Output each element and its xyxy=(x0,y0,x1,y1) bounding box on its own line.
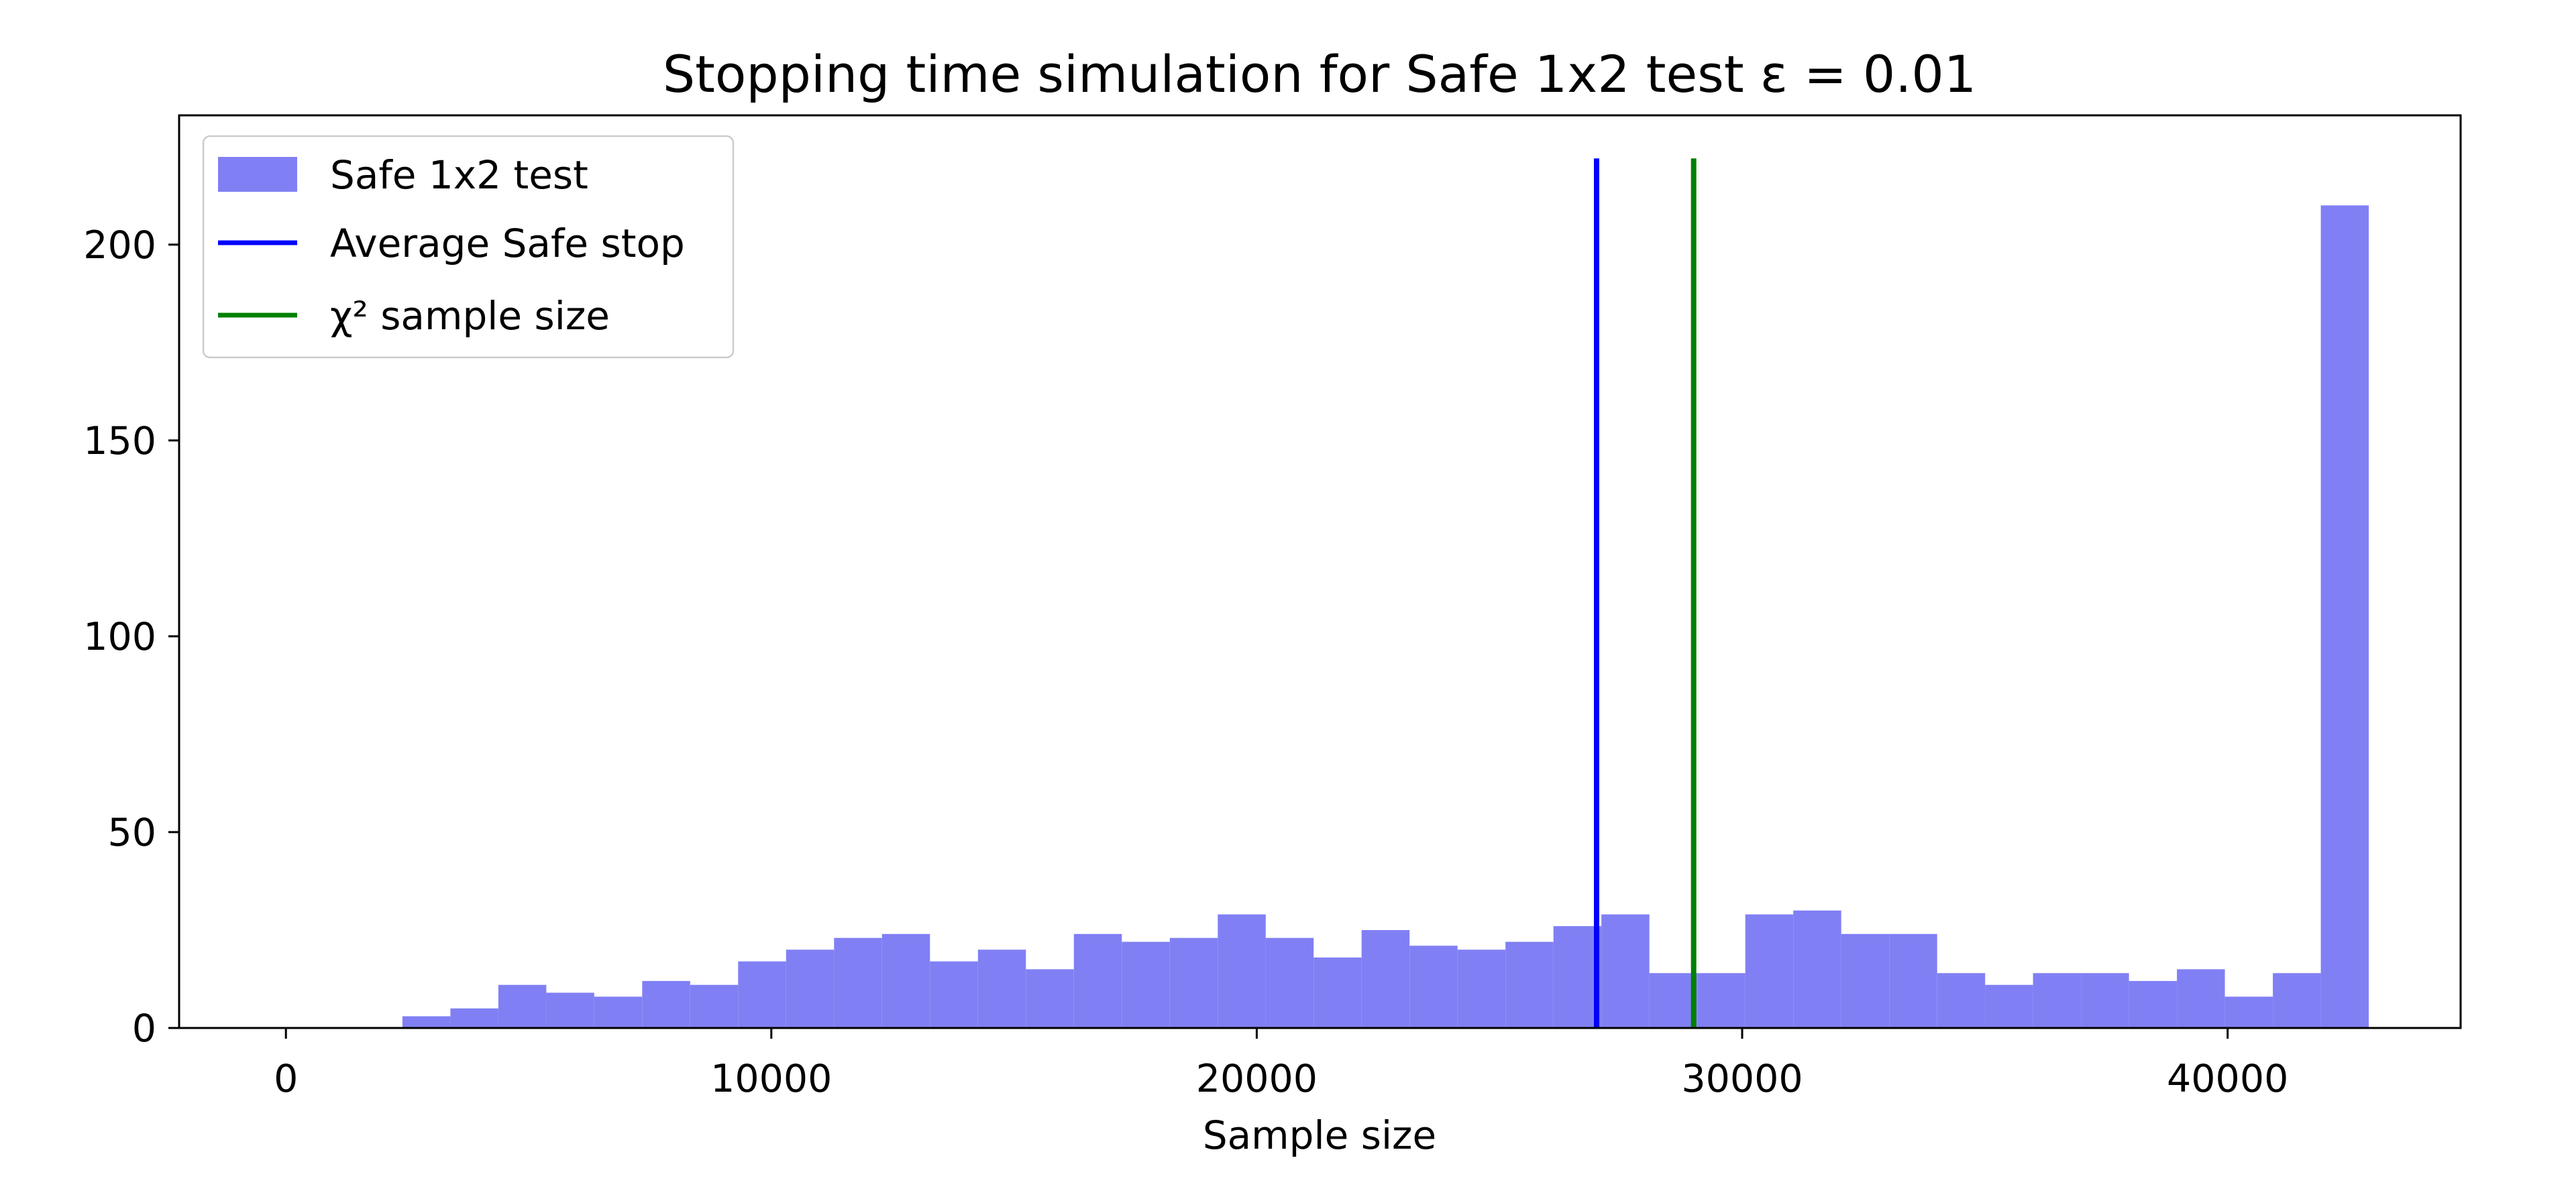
histogram-bar xyxy=(1793,910,1841,1028)
plot-frame xyxy=(178,114,2462,1029)
histogram-bar xyxy=(881,933,930,1028)
y-tick-label: 50 xyxy=(107,811,156,855)
histogram-bar xyxy=(1218,914,1266,1028)
histogram-bar xyxy=(690,984,739,1028)
histogram-bar xyxy=(2129,980,2178,1028)
x-tick-label: 0 xyxy=(274,1057,298,1101)
histogram-bar xyxy=(1122,941,1170,1028)
histogram-bar xyxy=(1169,937,1218,1028)
legend-label-safe-test: Safe 1x2 test xyxy=(330,152,588,198)
histogram-bar xyxy=(2177,969,2225,1028)
histogram-bar xyxy=(786,950,835,1028)
histogram-bar xyxy=(2273,973,2321,1028)
y-tick-label: 200 xyxy=(83,223,156,268)
vlines-layer xyxy=(1594,158,1697,1028)
histogram-bar xyxy=(2081,973,2129,1028)
histogram-bar xyxy=(1649,973,1698,1028)
legend-swatch-safe-test xyxy=(218,157,297,192)
chart-title: Stopping time simulation for Safe 1x2 te… xyxy=(663,44,1976,104)
histogram-bar xyxy=(1553,926,1602,1028)
histogram-bar xyxy=(1361,930,1410,1028)
histogram-bar xyxy=(1841,933,1890,1028)
histogram-bar xyxy=(594,996,643,1028)
legend-label-average-safe-stop: Average Safe stop xyxy=(330,221,685,266)
histogram-bar xyxy=(1985,984,2033,1028)
histogram-bar xyxy=(2033,973,2082,1028)
histogram-bar xyxy=(1265,937,1314,1028)
x-tick-label: 30000 xyxy=(1681,1057,1803,1101)
histogram-bar xyxy=(402,1016,451,1028)
legend: Safe 1x2 test Average Safe stop χ² sampl… xyxy=(202,135,735,359)
histogram-bar xyxy=(738,961,786,1028)
histogram-bar xyxy=(450,1008,498,1028)
histogram-bar xyxy=(498,984,547,1028)
histogram-bar xyxy=(2224,996,2273,1028)
histogram-bars-layer xyxy=(402,205,2369,1028)
histogram-bar xyxy=(2320,205,2369,1028)
histogram-bar xyxy=(1409,946,1458,1028)
histogram-bar xyxy=(930,961,978,1028)
legend-label-chi2-sample-size: χ² sample size xyxy=(330,293,610,339)
histogram-bar xyxy=(834,937,882,1028)
y-tick-label: 150 xyxy=(83,419,156,463)
histogram-bar xyxy=(1889,933,1937,1028)
histogram-bar xyxy=(1505,941,1554,1028)
x-tick-label: 10000 xyxy=(710,1057,832,1101)
axes-ticks-layer: 0 10000 20000 30000 40000 0 50 100 150 200 xyxy=(83,223,2288,1101)
histogram-bar xyxy=(1313,957,1362,1028)
x-tick-label: 20000 xyxy=(1196,1057,1318,1101)
y-tick-label: 100 xyxy=(83,615,156,659)
histogram-bar xyxy=(1026,969,1074,1028)
histogram-bar xyxy=(1745,914,1794,1028)
histogram-bar xyxy=(642,980,690,1028)
x-axis-label: Sample size xyxy=(1203,1112,1436,1158)
histogram-bar xyxy=(1601,914,1650,1028)
histogram-bar xyxy=(1457,950,1506,1028)
histogram-bar xyxy=(1697,973,1746,1028)
legend-box xyxy=(202,135,735,359)
x-tick-label: 40000 xyxy=(2167,1057,2288,1101)
histogram-bar xyxy=(1073,933,1122,1028)
y-tick-label: 0 xyxy=(132,1007,156,1051)
histogram-bar xyxy=(977,950,1026,1028)
histogram-bar xyxy=(546,992,594,1028)
histogram-bar xyxy=(1937,973,1986,1028)
